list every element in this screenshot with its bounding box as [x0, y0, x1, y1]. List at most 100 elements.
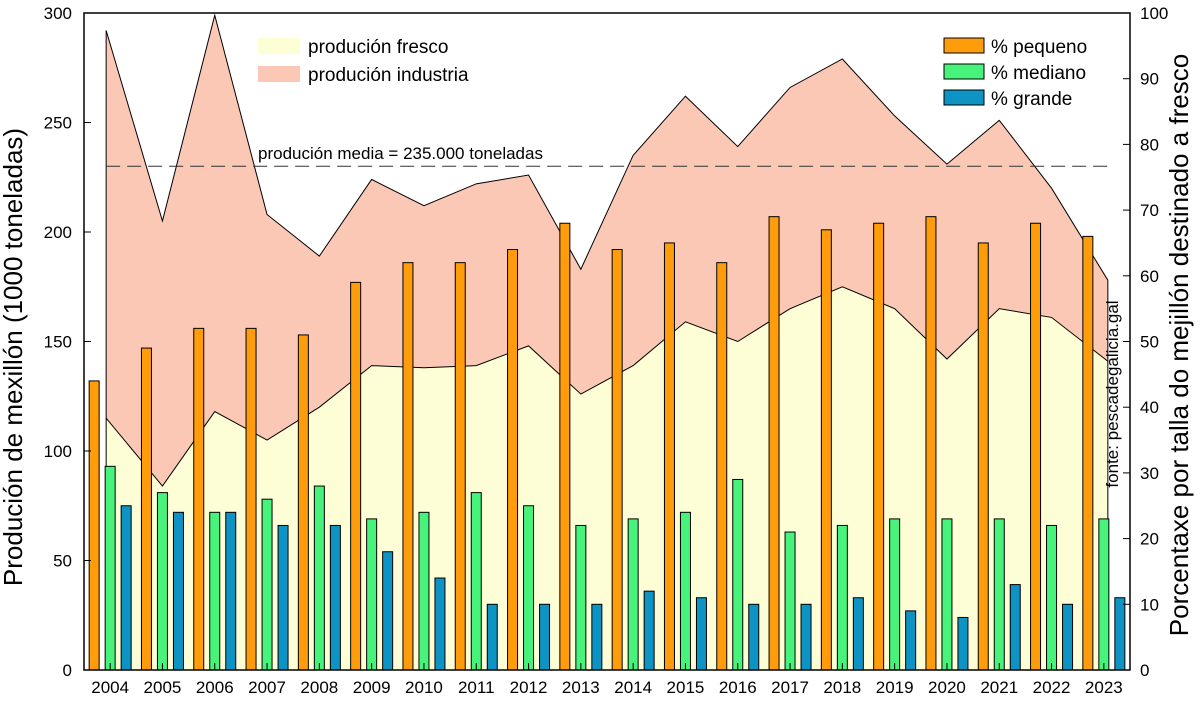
right-tick-label: 20	[1140, 530, 1159, 549]
bar-pequeno-2009	[350, 281, 362, 671]
bar-layer	[88, 216, 1126, 671]
legend-swatch-grande	[943, 89, 985, 106]
left-tick-label: 250	[44, 114, 72, 133]
x-tick-label: 2015	[667, 678, 705, 697]
bar-pequeno-2013	[559, 222, 571, 671]
bar-pequeno-2012	[507, 249, 519, 671]
right-tick-label: 0	[1140, 661, 1149, 680]
bar-pequeno-2016	[716, 262, 728, 671]
bar-grande-2004	[120, 505, 132, 671]
bar-mediano-2006	[209, 511, 221, 671]
area-outline-produción-fresco	[105, 286, 1109, 487]
x-tick-label: 2008	[300, 678, 338, 697]
right-tick-label: 60	[1140, 267, 1159, 286]
x-tick-label: 2006	[196, 678, 234, 697]
bar-mediano-2008	[313, 485, 325, 671]
bar-grande-2005	[172, 511, 184, 671]
bar-pequeno-2005	[140, 347, 152, 671]
bar-grande-2008	[329, 524, 341, 671]
bar-mediano-2019	[889, 518, 901, 671]
bar-grande-2013	[591, 603, 603, 671]
left-tick-label: 150	[44, 333, 72, 352]
bar-mediano-2021	[993, 518, 1005, 671]
bar-pequeno-2011	[454, 262, 466, 671]
bar-mediano-2014	[627, 518, 639, 671]
left-tick-label: 50	[53, 552, 72, 571]
right-tick-label: 80	[1140, 135, 1159, 154]
bar-grande-2020	[957, 616, 969, 671]
bar-grande-2023	[1114, 597, 1126, 671]
x-tick-label: 2007	[248, 678, 286, 697]
x-tick-label: 2009	[353, 678, 391, 697]
left-axis: 0 50 100 150 200 250 300	[44, 4, 91, 680]
bar-mediano-2018	[836, 524, 848, 671]
bar-pequeno-2019	[873, 222, 885, 671]
bar-mediano-2017	[784, 531, 796, 671]
bar-pequeno-2022	[1030, 222, 1042, 671]
left-tick-label: 0	[63, 661, 72, 680]
bar-grande-2017	[800, 603, 812, 671]
bar-mediano-2013	[575, 524, 587, 671]
bar-pequeno-2020	[925, 216, 937, 671]
bar-pequeno-2017	[768, 216, 780, 671]
left-tick-label: 300	[44, 4, 72, 23]
x-tick-label: 2011	[458, 678, 495, 697]
legend-swatch-mediano	[943, 63, 985, 80]
bar-mediano-2023	[1098, 518, 1110, 671]
bar-grande-2018	[852, 597, 864, 671]
bar-mediano-2007	[261, 498, 273, 671]
legend-label-pequeno: % pequeno	[991, 37, 1087, 58]
bar-pequeno-2018	[820, 229, 832, 671]
legend-label-grande: % grande	[991, 89, 1072, 110]
bar-mediano-2015	[679, 511, 691, 671]
bar-grande-2016	[748, 603, 760, 671]
bar-mediano-2016	[732, 478, 744, 671]
bar-grande-2019	[905, 610, 917, 671]
bar-pequeno-2007	[245, 327, 257, 671]
bar-pequeno-2015	[663, 242, 675, 671]
bar-mediano-2009	[366, 518, 378, 671]
bar-grande-2011	[486, 603, 498, 671]
x-tick-label: 2018	[823, 678, 861, 697]
x-tick-label: 2012	[510, 678, 548, 697]
x-tick-label: 2016	[719, 678, 757, 697]
bar-pequeno-2004	[88, 380, 100, 671]
x-tick-label: 2023	[1085, 678, 1123, 697]
bar-pequeno-2010	[402, 262, 414, 671]
legend-label-produción-fresco: produción fresco	[308, 37, 448, 58]
bar-pequeno-2014	[611, 249, 623, 671]
source-note: fonte: pescadegalicia.gal	[1103, 300, 1122, 487]
left-axis-title: Produción de mexillón (1000 toneladas)	[0, 128, 28, 586]
bar-pequeno-2008	[297, 334, 309, 671]
x-tick-label: 2020	[928, 678, 966, 697]
bar-mediano-2010	[418, 511, 430, 671]
right-tick-label: 100	[1140, 4, 1168, 23]
bar-grande-2007	[277, 524, 289, 671]
bar-grande-2015	[695, 597, 707, 671]
bar-mediano-2005	[156, 492, 168, 671]
right-tick-label: 70	[1140, 201, 1159, 220]
bar-mediano-2011	[470, 492, 482, 671]
right-tick-label: 30	[1140, 464, 1159, 483]
x-tick-label: 2013	[562, 678, 600, 697]
bar-grande-2014	[643, 590, 655, 671]
legend-swatch-produción-industria	[258, 66, 300, 82]
x-tick-label: 2014	[614, 678, 652, 697]
x-tick-label: 2022	[1033, 678, 1071, 697]
area-outline-produción-industria	[105, 13, 1109, 281]
x-tick-label: 2010	[405, 678, 443, 697]
bar-mediano-2020	[941, 518, 953, 671]
bar-mediano-2004	[104, 465, 116, 671]
left-tick-label: 200	[44, 223, 72, 242]
x-tick-label: 2004	[91, 678, 129, 697]
bar-pequeno-2006	[193, 327, 205, 671]
bar-grande-2022	[1062, 603, 1074, 671]
bar-pequeno-2023	[1082, 235, 1094, 671]
legend-swatch-pequeno	[943, 37, 985, 54]
x-tick-label: 2017	[771, 678, 809, 697]
bar-mediano-2022	[1046, 524, 1058, 671]
right-tick-label: 50	[1140, 333, 1159, 352]
right-tick-label: 90	[1140, 70, 1159, 89]
bar-grande-2009	[382, 551, 394, 671]
